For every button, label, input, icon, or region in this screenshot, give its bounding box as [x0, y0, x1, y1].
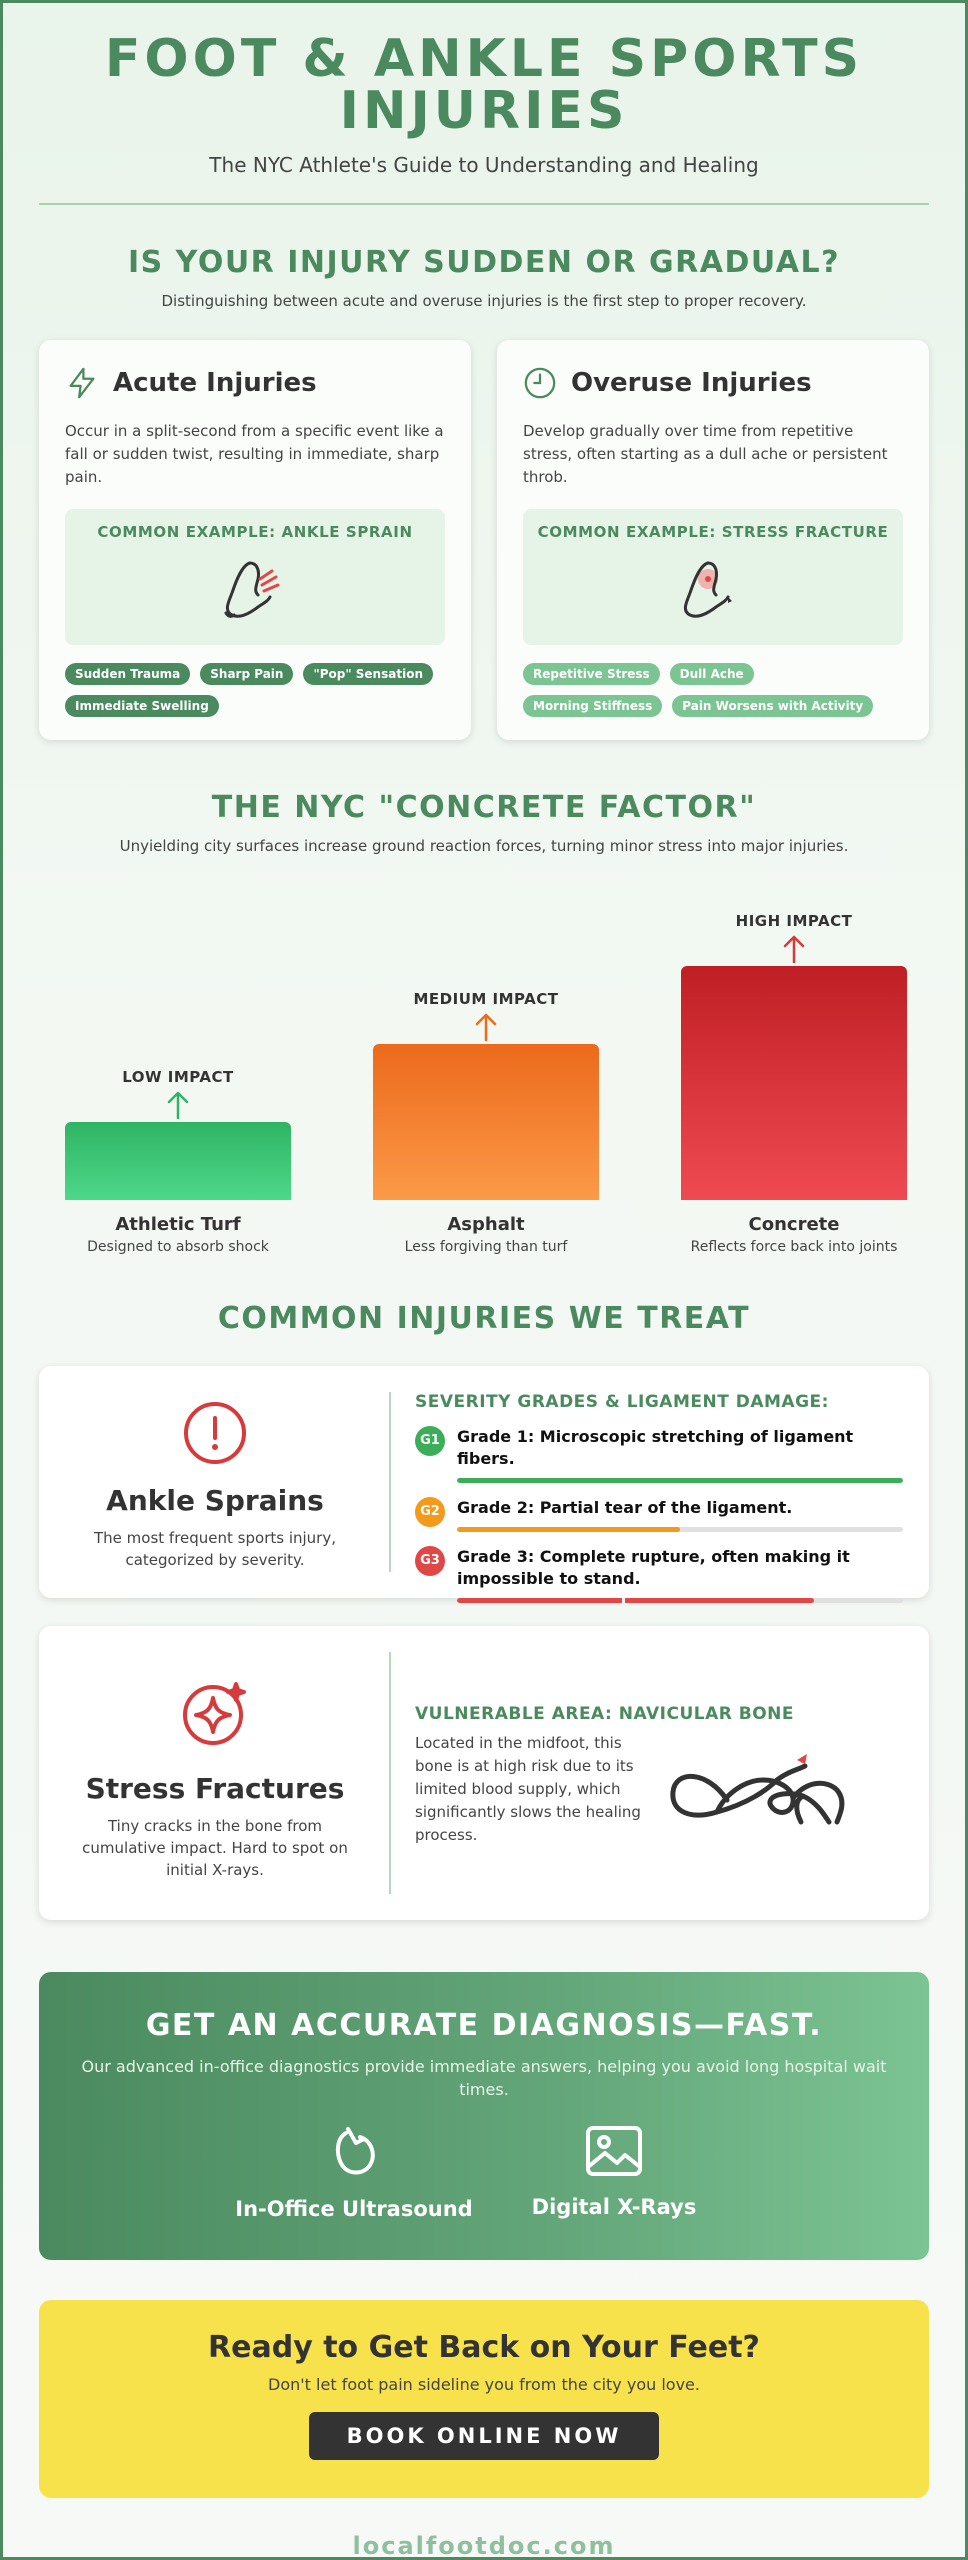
surface-concrete: HIGH IMPACT Concrete Reflects force back…	[681, 912, 907, 1255]
impact-label: MEDIUM IMPACT	[413, 990, 559, 1008]
sprained-foot-icon	[224, 561, 280, 618]
grade-badge: G2	[415, 1497, 445, 1527]
card-description: Occur in a split-second from a specific …	[65, 422, 444, 486]
clock-icon	[524, 367, 556, 399]
card-title: Acute Injuries	[113, 368, 317, 398]
feature-ultrasound: In-Office Ultrasound	[224, 2125, 484, 2221]
grade-bar	[457, 1598, 903, 1603]
surface-impact-comparison: LOW IMPACT Athletic Turf Designed to abs…	[39, 875, 929, 1255]
tag: Morning Stiffness	[523, 695, 663, 717]
tag: Sharp Pain	[200, 663, 294, 685]
cta-title: Ready to Get Back on Your Feet?	[208, 2330, 760, 2365]
example-box: COMMON EXAMPLE: STRESS FRACTURE	[523, 509, 903, 645]
grade-bar	[457, 1478, 903, 1483]
alert-circle-icon	[184, 1402, 246, 1464]
injury-name: Ankle Sprains	[106, 1484, 324, 1517]
impact-bar	[681, 966, 907, 1200]
grade-bar-fill	[457, 1478, 903, 1483]
footer-website[interactable]: localfootdoc.com	[352, 2532, 616, 2560]
grade-badge: G1	[415, 1426, 445, 1456]
card-title: Overuse Injuries	[571, 368, 812, 398]
cta-subtitle: Don't let foot pain sideline you from th…	[268, 2375, 700, 2394]
feature-xrays: Digital X-Rays	[484, 2125, 744, 2221]
stress-fractures-card: Stress Fractures Tiny cracks in the bone…	[39, 1626, 929, 1920]
severity-title: SEVERITY GRADES & LIGAMENT DAMAGE:	[415, 1392, 829, 1412]
injury-subtitle: The most frequent sports injury, categor…	[94, 1529, 336, 1569]
injury-name: Stress Fractures	[85, 1772, 345, 1805]
arrow-up-icon	[167, 1091, 189, 1120]
surface-name: Concrete	[748, 1214, 840, 1235]
card-description: Develop gradually over time from repetit…	[523, 422, 888, 486]
fractured-foot-icon	[683, 561, 732, 618]
section-subtitle: Distinguishing between acute and overuse…	[161, 292, 807, 310]
tag: Repetitive Stress	[523, 663, 660, 685]
grade-badge: G3	[415, 1546, 445, 1576]
impact-bar	[65, 1122, 291, 1200]
surface-description: Designed to absorb shock	[87, 1239, 269, 1255]
sudden-vs-gradual-section: IS YOUR INJURY SUDDEN OR GRADUAL? Distin…	[39, 245, 929, 740]
impact-label: HIGH IMPACT	[735, 912, 853, 930]
section-title: COMMON INJURIES WE TREAT	[217, 1301, 751, 1336]
tag: "Pop" Sensation	[303, 663, 433, 685]
section-title: THE NYC "CONCRETE FACTOR"	[211, 790, 757, 825]
surface-description: Less forgiving than turf	[404, 1239, 568, 1255]
ultrasound-probe-icon	[335, 2127, 375, 2175]
page-subtitle: The NYC Athlete's Guide to Understanding…	[209, 153, 759, 177]
diagnosis-banner: GET AN ACCURATE DIAGNOSIS—FAST. Our adva…	[39, 1972, 929, 2260]
image-icon	[586, 2126, 642, 2176]
divider	[39, 203, 929, 205]
concrete-factor-section: THE NYC "CONCRETE FACTOR" Unyielding cit…	[39, 790, 929, 1255]
overuse-injuries-card: Overuse Injuries Develop gradually over …	[497, 340, 929, 740]
grade-row: G1 Grade 1: Microscopic stretching of li…	[415, 1426, 903, 1483]
impact-bar	[373, 1044, 599, 1200]
foot-bone-icon	[670, 1753, 845, 1824]
grade-text: Grade 3: Complete rupture, often making …	[457, 1547, 850, 1588]
injury-subtitle: Tiny cracks in the bone from cumulative …	[82, 1817, 348, 1879]
surface-name: Athletic Turf	[115, 1214, 241, 1235]
example-box: COMMON EXAMPLE: ANKLE SPRAIN	[65, 509, 445, 645]
arrow-up-icon	[783, 935, 805, 964]
example-label: COMMON EXAMPLE: STRESS FRACTURE	[537, 523, 889, 541]
ankle-sprains-card: Ankle Sprains The most frequent sports i…	[39, 1366, 929, 1603]
grade-bar-fill	[457, 1598, 814, 1603]
surface-asphalt: MEDIUM IMPACT Asphalt Less forgiving tha…	[373, 990, 599, 1255]
surface-turf: LOW IMPACT Athletic Turf Designed to abs…	[65, 1068, 291, 1255]
book-online-button[interactable]: BOOK ONLINE NOW	[308, 2412, 660, 2460]
vulnerable-area-text: Located in the midfoot, this bone is at …	[415, 1734, 641, 1844]
example-label: COMMON EXAMPLE: ANKLE SPRAIN	[97, 523, 413, 541]
section-subtitle: Unyielding city surfaces increase ground…	[119, 837, 849, 855]
page-title: FOOT & ANKLE SPORTS INJURIES	[104, 29, 864, 141]
divider	[389, 1652, 391, 1894]
surface-name: Asphalt	[447, 1214, 525, 1235]
header: FOOT & ANKLE SPORTS INJURIES The NYC Ath…	[39, 3, 929, 205]
lightning-icon	[69, 367, 95, 399]
acute-injuries-card: Acute Injuries Occur in a split-second f…	[39, 340, 471, 740]
symptom-tags: Repetitive Stress Dull Ache Morning Stif…	[523, 663, 903, 727]
sparkle-break-icon	[183, 1682, 246, 1745]
arrow-up-icon	[475, 1013, 497, 1042]
divider	[389, 1392, 391, 1572]
common-injuries-section: COMMON INJURIES WE TREAT Ankle Sprains T…	[39, 1301, 929, 1920]
cta-section: Ready to Get Back on Your Feet? Don't le…	[39, 2300, 929, 2498]
tag: Dull Ache	[669, 663, 754, 685]
tag: Immediate Swelling	[65, 695, 219, 717]
impact-label: LOW IMPACT	[122, 1068, 234, 1086]
feature-label: In-Office Ultrasound	[235, 2197, 473, 2221]
grade-bar	[457, 1527, 903, 1532]
symptom-tags: Sudden Trauma Sharp Pain "Pop" Sensation…	[65, 663, 445, 727]
grade-row: G2 Grade 2: Partial tear of the ligament…	[415, 1497, 903, 1532]
banner-title: GET AN ACCURATE DIAGNOSIS—FAST.	[145, 2008, 823, 2043]
banner-subtitle: Our advanced in-office diagnostics provi…	[81, 2057, 887, 2099]
grade-bar-fill	[457, 1527, 680, 1532]
surface-description: Reflects force back into joints	[690, 1239, 898, 1255]
tag: Sudden Trauma	[65, 663, 191, 685]
grade-text: Grade 2: Partial tear of the ligament.	[457, 1498, 793, 1517]
tag: Pain Worsens with Activity	[672, 695, 874, 717]
vulnerable-area-title: VULNERABLE AREA: NAVICULAR BONE	[415, 1704, 794, 1724]
section-title: IS YOUR INJURY SUDDEN OR GRADUAL?	[127, 245, 841, 280]
grade-text: Grade 1: Microscopic stretching of ligam…	[457, 1427, 854, 1468]
grade-row: G3 Grade 3: Complete rupture, often maki…	[415, 1546, 903, 1603]
feature-label: Digital X-Rays	[531, 2195, 697, 2219]
